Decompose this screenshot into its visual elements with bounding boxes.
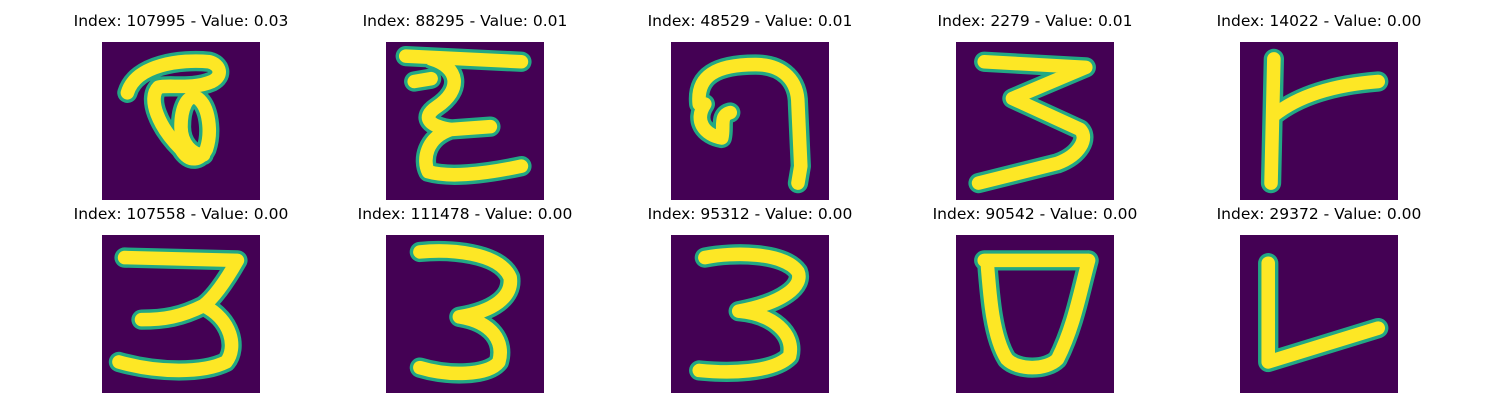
- tile-title: Index: 111478 - Value: 0.00: [357, 205, 573, 223]
- digit-stroke: [112, 250, 245, 378]
- digit-tile-3: Index: 48529 - Value: 0.01: [610, 9, 890, 200]
- digit-tile-6: Index: 107558 - Value: 0.00: [41, 202, 321, 393]
- tile-title: Index: 90542 - Value: 0.00: [932, 205, 1138, 223]
- digit-image: [1240, 235, 1398, 393]
- digit-image: [671, 42, 829, 200]
- digit-tile-7: Index: 111478 - Value: 0.00: [325, 202, 605, 393]
- digit-tile-8: Index: 95312 - Value: 0.00: [610, 202, 890, 393]
- digit-stroke: [692, 57, 808, 190]
- digit-tile-10: Index: 29372 - Value: 0.00: [1179, 202, 1459, 393]
- digit-tile-9: Index: 90542 - Value: 0.00: [895, 202, 1175, 393]
- digit-stroke: [120, 54, 226, 166]
- tile-title: Index: 88295 - Value: 0.01: [362, 12, 568, 30]
- digit-image: [671, 235, 829, 393]
- digit-image: [956, 235, 1114, 393]
- tile-title: Index: 29372 - Value: 0.00: [1216, 205, 1422, 223]
- digit-stroke: [1261, 256, 1386, 369]
- digit-stroke: [977, 253, 1096, 375]
- digit-image: [386, 235, 544, 393]
- digit-tile-2: Index: 88295 - Value: 0.01: [325, 9, 605, 200]
- digit-image: [956, 42, 1114, 200]
- digit-stroke: [398, 49, 529, 182]
- tile-title: Index: 107995 - Value: 0.03: [73, 12, 289, 30]
- digit-image: [102, 235, 260, 393]
- tile-title: Index: 107558 - Value: 0.00: [73, 205, 289, 223]
- tile-title: Index: 95312 - Value: 0.00: [647, 205, 853, 223]
- tile-title: Index: 2279 - Value: 0.01: [937, 12, 1133, 30]
- digit-image: [1240, 42, 1398, 200]
- digit-tile-1: Index: 107995 - Value: 0.03: [41, 9, 321, 200]
- digit-image: [102, 42, 260, 200]
- tile-title: Index: 48529 - Value: 0.01: [647, 12, 853, 30]
- digit-tile-4: Index: 2279 - Value: 0.01: [895, 9, 1175, 200]
- tile-title: Index: 14022 - Value: 0.00: [1216, 12, 1422, 30]
- digit-stroke: [413, 244, 518, 381]
- digit-tile-5: Index: 14022 - Value: 0.00: [1179, 9, 1459, 200]
- digit-image: [386, 42, 544, 200]
- digit-stroke: [971, 54, 1093, 190]
- digit-stroke: [692, 247, 806, 379]
- digit-stroke: [1264, 52, 1386, 190]
